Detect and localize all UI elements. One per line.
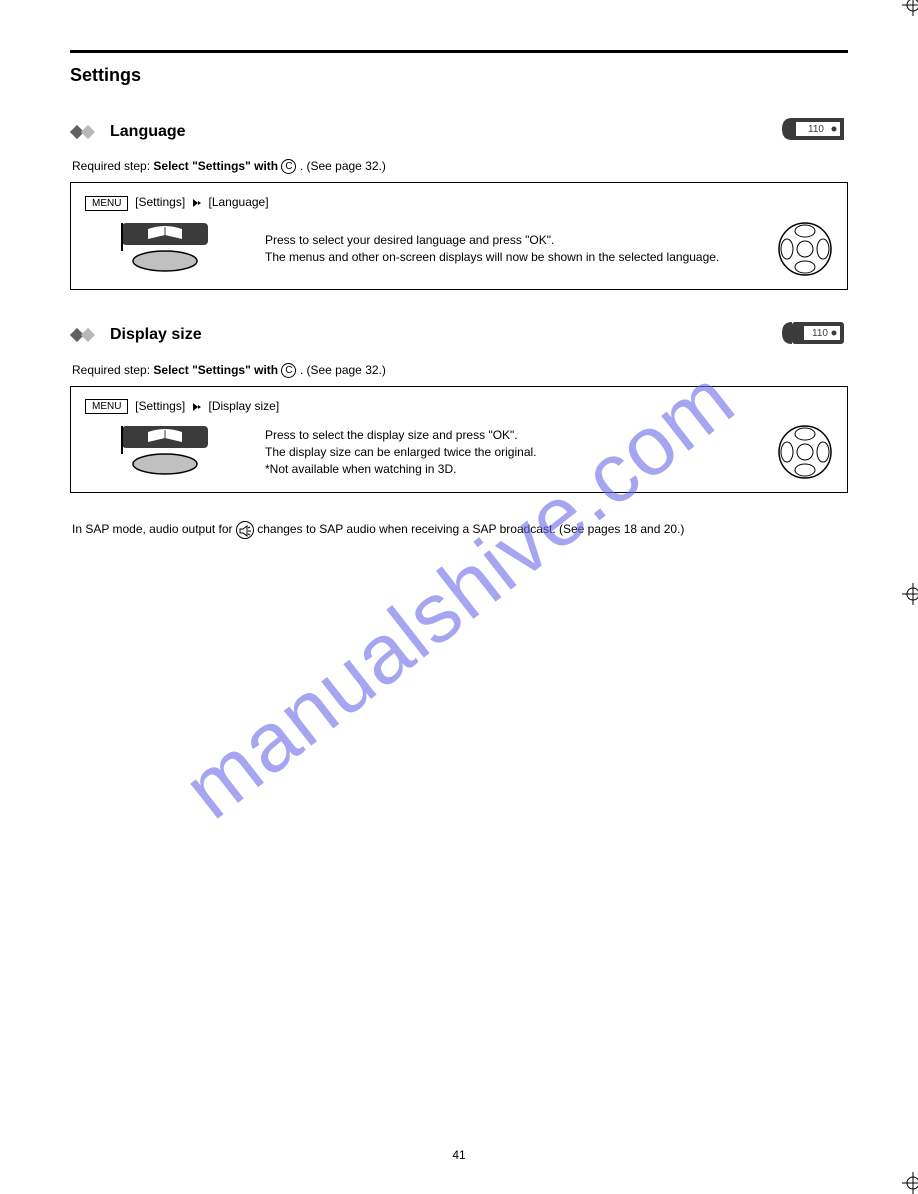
note-text: The menus and other on-screen displays w…: [265, 249, 765, 266]
dpad-icon: [777, 424, 833, 480]
arrow-right-icon: [192, 402, 202, 412]
section-header-language: Language 110: [70, 114, 848, 149]
note-text: The display size can be enlarged twice t…: [265, 444, 765, 461]
mode-badge-icon: 110: [778, 114, 848, 149]
svg-text:110: 110: [808, 124, 824, 135]
registration-mark-icon: [902, 0, 918, 16]
horizontal-rule: [70, 50, 848, 53]
info-box-display: MENU [Settings] [Display size] Press to …: [70, 386, 848, 493]
c-key-icon: C: [281, 159, 296, 174]
star-note-text: *Not available when watching in 3D.: [265, 461, 765, 478]
diamond-bullet-icon: [70, 326, 100, 344]
intro-line-language: Required step: Select "Settings" with C …: [70, 159, 848, 174]
section-title-language: Language: [110, 123, 186, 141]
intro-line-display: Required step: Select "Settings" with C …: [70, 363, 848, 378]
remote-button-icon: [110, 221, 220, 273]
svg-text:110: 110: [812, 328, 828, 339]
registration-mark-icon: [902, 1172, 918, 1194]
diamond-bullet-icon: [70, 123, 100, 141]
arrow-right-icon: [192, 198, 202, 208]
c-key-icon: C: [281, 363, 296, 378]
menu-path-display: MENU [Settings] [Display size]: [85, 399, 833, 414]
section-header-display: Display size 110: [70, 318, 848, 353]
menu-path-language: MENU [Settings] [Language]: [85, 195, 833, 210]
mode-badge-icon: 110: [778, 318, 848, 353]
page-number: 41: [0, 1148, 918, 1162]
instruction-text: Press to select the display size and pre…: [265, 427, 765, 444]
remote-button-icon: [110, 424, 220, 476]
footnote-text: In SAP mode, audio output for changes to…: [70, 521, 848, 539]
menu-key-icon: MENU: [85, 196, 128, 211]
speaker-icon: [236, 521, 254, 539]
info-box-language: MENU [Settings] [Language] Press to sele…: [70, 182, 848, 289]
registration-mark-icon: [902, 583, 918, 605]
menu-key-icon: MENU: [85, 399, 128, 414]
instruction-text: Press to select your desired language an…: [265, 232, 765, 249]
page-title: Settings: [70, 65, 848, 86]
section-title-display: Display size: [110, 326, 202, 344]
dpad-icon: [777, 221, 833, 277]
